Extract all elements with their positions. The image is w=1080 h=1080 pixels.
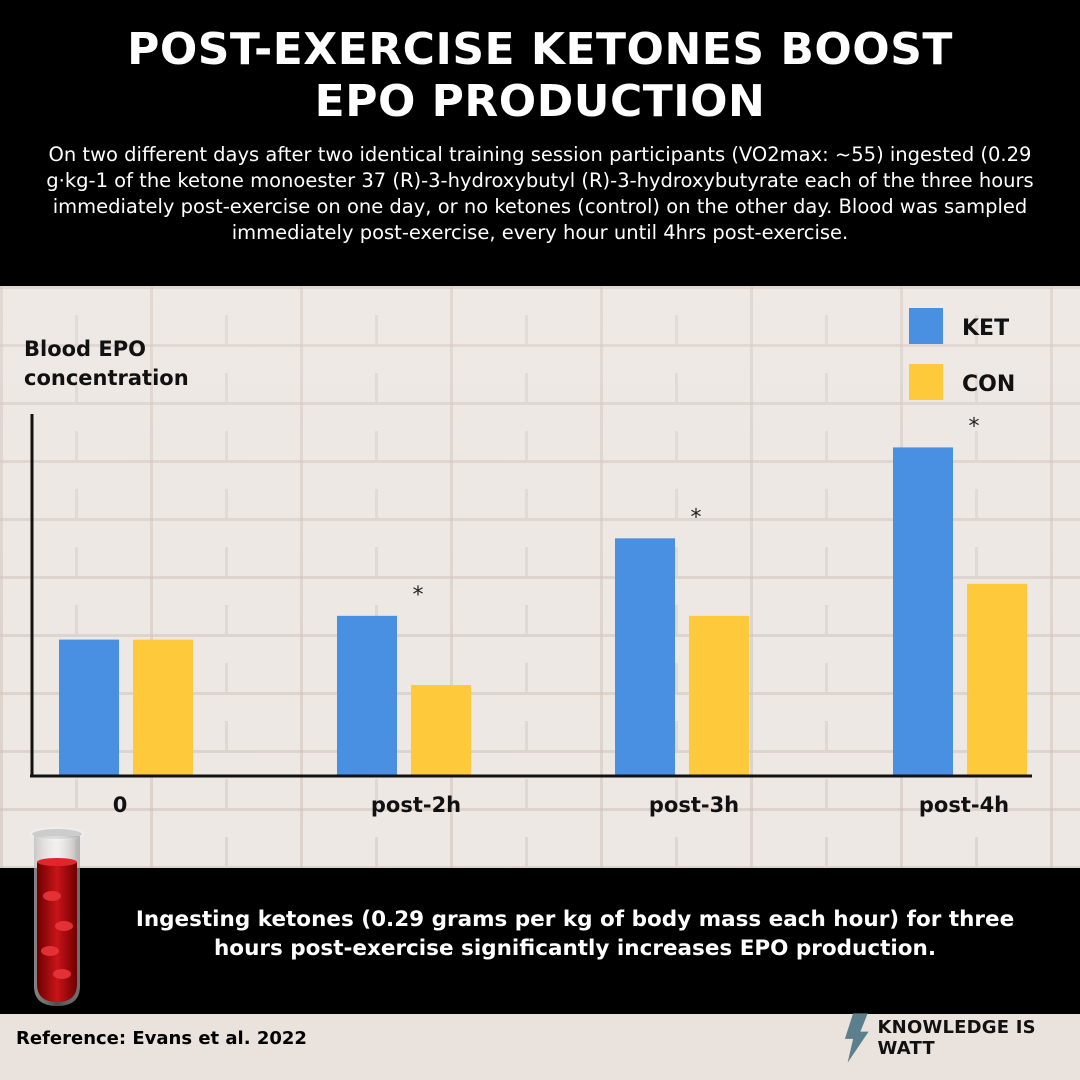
bar-con-post-3h xyxy=(689,616,749,776)
significance-marker: * xyxy=(691,505,702,530)
legend-label-con: CON xyxy=(962,372,1015,397)
x-tick-label: post-2h xyxy=(371,793,461,817)
significance-marker: * xyxy=(969,414,980,439)
bar-con-0 xyxy=(133,640,193,776)
significance-marker: * xyxy=(413,583,424,608)
brand-name: KNOWLEDGE IS WATT xyxy=(878,1017,1080,1059)
x-tick-label: post-4h xyxy=(919,793,1009,817)
blood-tube-icon xyxy=(22,826,92,1012)
bar-ket-post-4h xyxy=(893,447,953,776)
y-axis-label-line: concentration xyxy=(24,366,189,390)
bar-ket-0 xyxy=(59,640,119,776)
legend-swatch-ket xyxy=(909,308,943,344)
bar-ket-post-2h xyxy=(337,616,397,776)
page-title: POST-EXERCISE KETONES BOOST EPO PRODUCTI… xyxy=(100,0,980,128)
bar-ket-post-3h xyxy=(615,538,675,776)
header-band: POST-EXERCISE KETONES BOOST EPO PRODUCTI… xyxy=(0,0,1080,286)
reference-citation: Reference: Evans et al. 2022 xyxy=(16,1028,307,1049)
y-axis-label: Blood EPO concentration xyxy=(24,337,189,390)
bars-group xyxy=(59,447,1027,776)
chart-legend: KET CON xyxy=(909,308,1015,400)
x-axis-ticks: 0 post-2h post-3h post-4h xyxy=(113,793,1009,817)
legend-swatch-con xyxy=(909,364,943,400)
bar-con-post-4h xyxy=(967,584,1027,776)
study-description: On two different days after two identica… xyxy=(25,142,1055,246)
x-tick-label: 0 xyxy=(113,793,128,817)
lightning-bolt-icon xyxy=(844,1011,870,1065)
x-tick-label: post-3h xyxy=(649,793,739,817)
y-axis-label-line: Blood EPO xyxy=(24,337,146,361)
brand-logo: KNOWLEDGE IS WATT xyxy=(844,1010,1080,1066)
legend-label-ket: KET xyxy=(962,316,1009,341)
conclusion-message: Ingesting ketones (0.29 grams per kg of … xyxy=(130,905,1020,963)
epo-bar-chart: Blood EPO concentration KET CON * * * 0 post-… xyxy=(0,286,1080,868)
bar-con-post-2h xyxy=(411,685,471,776)
